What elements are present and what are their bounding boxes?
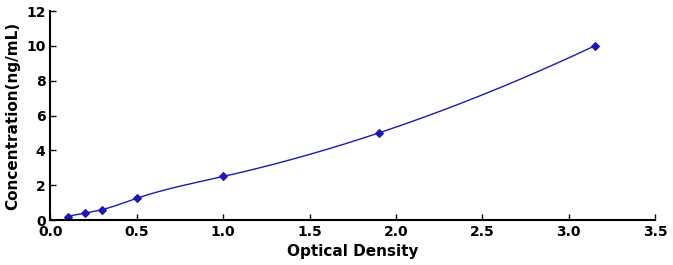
Y-axis label: Concentration(ng/mL): Concentration(ng/mL) xyxy=(5,21,21,210)
X-axis label: Optical Density: Optical Density xyxy=(287,244,419,259)
